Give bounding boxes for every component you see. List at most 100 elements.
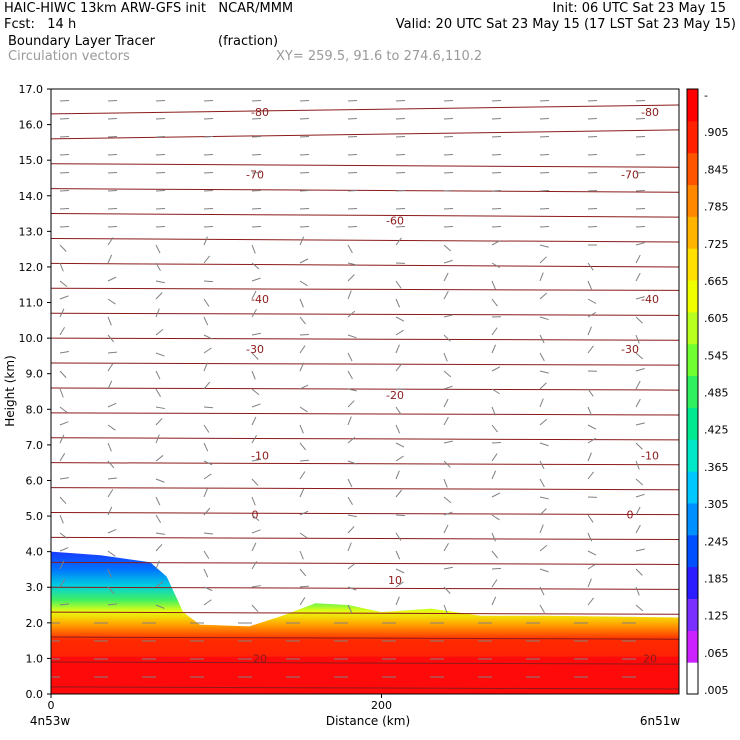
circulation-vector: [443, 352, 448, 362]
isotherm-line: [51, 487, 679, 491]
circulation-vector: [635, 368, 645, 372]
circulation-vector: [155, 560, 160, 570]
isotherm-line: [51, 287, 679, 291]
circulation-vector: [635, 242, 645, 246]
circulation-vector: [107, 603, 117, 606]
circulation-vector: [587, 597, 594, 606]
colorbar-label: .545: [704, 349, 729, 362]
field-units: (fraction): [218, 34, 279, 49]
colorbar-label: -: [704, 89, 708, 102]
circulation-vector: [299, 236, 305, 246]
circulation-vector: [59, 421, 69, 426]
circulation-vector: [491, 262, 500, 269]
isotherm-line: [51, 89, 87, 90]
circulation-vector: [203, 586, 213, 592]
circulation-vector: [443, 586, 451, 594]
circulation-vector: [251, 370, 256, 380]
circulation-vector: [491, 424, 498, 433]
circulation-vector: [635, 586, 640, 596]
isotherm-line: [51, 163, 679, 168]
isotherm-line: [51, 586, 679, 590]
circulation-vector: [635, 352, 643, 360]
circulation-vector: [203, 255, 211, 264]
circulation-vector: [203, 568, 209, 578]
circulation-vector: [299, 384, 309, 390]
isotherm-label: -40: [641, 293, 659, 306]
colorbar-swatch: [687, 439, 698, 472]
circulation-vector: [155, 532, 165, 535]
isotherm-label: -10: [641, 450, 659, 463]
circulation-vector: [443, 440, 453, 444]
y-tick-label: 15.0: [19, 154, 44, 167]
circulation-vector: [251, 514, 260, 521]
circulation-vector: [635, 334, 640, 344]
circulation-vector: [251, 244, 256, 254]
isotherm-label: -10: [251, 450, 269, 463]
circulation-vector: [587, 424, 597, 430]
circulation-vector: [59, 406, 68, 413]
colorbar: .005 .065 .125 .185 .245 .305 .365 .425 .485 .545…: [686, 88, 729, 697]
y-tick-label: 7.0: [26, 439, 44, 452]
circulation-vector: [299, 459, 310, 462]
isotherm-line: [51, 362, 679, 366]
circulation-vector: [395, 298, 401, 308]
x-endpoint-right: 6n51w: [640, 714, 681, 728]
colorbar-swatch: [687, 375, 698, 408]
circulation-vector: [155, 418, 163, 426]
circulation-vector: [491, 280, 496, 290]
circulation-vector: [59, 308, 65, 318]
circulation-vector: [155, 280, 165, 284]
circulation-vector: [443, 385, 453, 390]
circulation-vector: [539, 352, 545, 362]
circulation-vector: [107, 351, 118, 354]
circulation-vector: [395, 344, 400, 354]
circulation-vector: [539, 272, 544, 282]
y-tick-label: 9.0: [26, 368, 44, 381]
circulation-vector: [107, 477, 117, 480]
isotherm-line: [51, 312, 679, 316]
colorbar-swatch: [687, 598, 698, 631]
circulation-vector: [587, 514, 594, 523]
circulation-vector: [539, 370, 549, 374]
y-tick-label: 4.0: [26, 546, 44, 559]
circulation-vector: [587, 280, 592, 290]
circulation-vector: [59, 547, 69, 552]
circulation-vector: [299, 280, 308, 287]
isotherm-label: 20: [643, 652, 657, 665]
circulation-vector: [491, 327, 498, 336]
circulation-vector: [107, 506, 113, 516]
y-tick-label: 11.0: [19, 297, 44, 310]
init-time: Init: 06 UTC Sat 23 May 15: [552, 1, 726, 16]
isotherm-line: [51, 462, 679, 466]
isotherm-label: -70: [621, 168, 639, 181]
colorbar-label: .305: [704, 498, 729, 511]
circulation-vector: [539, 496, 549, 500]
isotherm-label: -80: [251, 106, 269, 119]
circulation-vector: [107, 237, 114, 246]
y-axis-label: Height (km): [3, 355, 17, 426]
circulation-vector: [395, 316, 405, 322]
circulation-vector: [443, 416, 449, 426]
isotherm-line: [51, 437, 679, 441]
circulation-vector: [59, 560, 65, 570]
circulation-vector: [539, 316, 549, 321]
circulation-vector: [347, 604, 353, 614]
colorbar-label: .005: [704, 684, 729, 697]
colorbar-swatch: [687, 152, 698, 186]
circulation-vector: [155, 406, 165, 410]
circulation-vector: [347, 310, 356, 318]
circulation-vector: [395, 514, 406, 517]
isotherm-line: [51, 262, 679, 268]
circulation-vector: [107, 298, 116, 305]
circulation-vector: [107, 254, 113, 264]
colorbar-label: .425: [704, 424, 729, 437]
isotherm-line: [51, 512, 679, 516]
circulation-vector: [203, 442, 209, 452]
circulation-vector: [395, 442, 405, 448]
circulation-vector: [347, 334, 357, 339]
colorbar-label: .125: [704, 610, 729, 623]
circulation-vector: [251, 458, 261, 462]
isotherm-line: [51, 213, 679, 218]
circulation-vector: [203, 473, 212, 480]
